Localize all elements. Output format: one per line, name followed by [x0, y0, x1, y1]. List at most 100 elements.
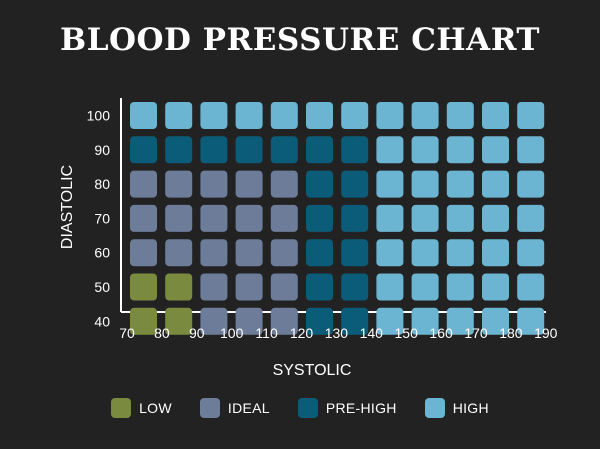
x-tick-label: 70 [119, 325, 135, 341]
heatmap-cell [411, 239, 439, 267]
heatmap-cell [482, 239, 509, 267]
heatmap-cell [270, 136, 298, 164]
heatmap-cell [130, 136, 157, 164]
heatmap-cell [130, 273, 157, 301]
legend-swatch [111, 398, 132, 418]
heatmap-cell [165, 239, 193, 267]
heatmap-cell [306, 273, 333, 301]
heatmap-cell [130, 307, 157, 335]
legend-label: PRE-HIGH [325, 400, 397, 416]
x-tick-label: 110 [255, 325, 278, 341]
legend-swatch [424, 398, 445, 418]
x-tick-label: 80 [154, 325, 170, 341]
heatmap-cell [200, 307, 228, 335]
y-tick-label: 70 [94, 210, 110, 226]
heatmap-cell [130, 204, 157, 232]
heatmap-cell [306, 239, 333, 267]
legend-item-ideal: IDEAL [199, 398, 270, 418]
heatmap-cell [130, 239, 157, 267]
heatmap-cell [517, 273, 545, 301]
x-tick-label: 150 [395, 325, 419, 341]
legend: LOW IDEAL PRE-HIGH HIGH [0, 398, 600, 418]
heatmap-cell [165, 102, 193, 129]
heatmap-cell [165, 170, 193, 198]
heatmap-cell [235, 273, 263, 301]
heatmap-cell [200, 170, 228, 198]
heatmap-cell [446, 307, 474, 335]
heatmap-cell [306, 170, 333, 198]
heatmap-cell [165, 307, 193, 335]
heatmap-cell [235, 136, 263, 164]
heatmap-cell [165, 136, 193, 164]
heatmap-cell [341, 307, 369, 335]
heatmap-cell [376, 102, 404, 129]
heatmap-cell [341, 204, 369, 232]
heatmap-cell [235, 102, 263, 129]
heatmap-cell [446, 239, 474, 267]
heatmap-cell [411, 204, 439, 232]
heatmap-cell [200, 239, 228, 267]
legend-item-high: HIGH [424, 398, 489, 418]
legend-item-low: LOW [111, 398, 172, 418]
heatmap-cell [376, 204, 404, 232]
heatmap-cell [270, 204, 298, 232]
x-tick-label: 170 [464, 325, 488, 341]
heatmap-cell [411, 102, 439, 129]
heatmap-cell [165, 204, 193, 232]
heatmap-cell [341, 170, 369, 198]
heatmap-cell [376, 136, 404, 164]
heatmap-cell [341, 239, 369, 267]
heatmap-cell [306, 102, 333, 129]
heatmap-cell [165, 273, 193, 301]
x-tick-label: 130 [325, 325, 349, 341]
heatmap-cell [482, 204, 509, 232]
heatmap-cell [482, 273, 509, 301]
x-tick-label: 180 [499, 325, 523, 341]
heatmap-cell [517, 136, 545, 164]
heatmap-cell [517, 102, 545, 129]
heatmap-cell [306, 204, 333, 232]
heatmap-cell [517, 204, 545, 232]
legend-label: HIGH [452, 400, 489, 416]
y-tick-label: 100 [87, 108, 111, 124]
heatmap-cell [376, 170, 404, 198]
y-tick-label: 60 [94, 245, 110, 261]
heatmap-cell [376, 239, 404, 267]
heatmap-cell [235, 170, 263, 198]
heatmap-cell [130, 170, 157, 198]
x-tick-label: 190 [534, 325, 558, 341]
heatmap-cell [446, 204, 474, 232]
x-tick-label: 160 [429, 325, 453, 341]
heatmap-cell [270, 170, 298, 198]
heatmap-cell [306, 136, 333, 164]
legend-item-prehigh: PRE-HIGH [297, 398, 397, 418]
y-tick-label: 80 [94, 176, 110, 192]
heatmap-cell [270, 102, 298, 129]
legend-swatch [199, 398, 220, 418]
y-axis-title: DIASTOLIC [59, 165, 76, 249]
x-tick-label: 100 [220, 325, 244, 341]
heatmap-cell [270, 273, 298, 301]
heatmap-cell [270, 307, 298, 335]
heatmap-cell [446, 170, 474, 198]
y-tick-label: 50 [94, 279, 110, 295]
heatmap-cell [235, 204, 263, 232]
heatmap-cell [446, 273, 474, 301]
heatmap-cell [235, 239, 263, 267]
heatmap-cell [341, 273, 369, 301]
heatmap-cell [482, 170, 509, 198]
heatmap-cell [200, 136, 228, 164]
heatmap-cell [482, 136, 509, 164]
x-tick-label: 120 [290, 325, 314, 341]
heatmap-cell [376, 307, 404, 335]
y-tick-label: 40 [94, 313, 110, 329]
heatmap-cell [517, 307, 545, 335]
heatmap-cell [446, 136, 474, 164]
heatmap-cell [341, 102, 369, 129]
legend-label: IDEAL [227, 400, 270, 416]
x-axis-title: SYSTOLIC [273, 362, 352, 379]
x-tick-label: 140 [360, 325, 384, 341]
x-tick-label: 90 [189, 325, 205, 341]
